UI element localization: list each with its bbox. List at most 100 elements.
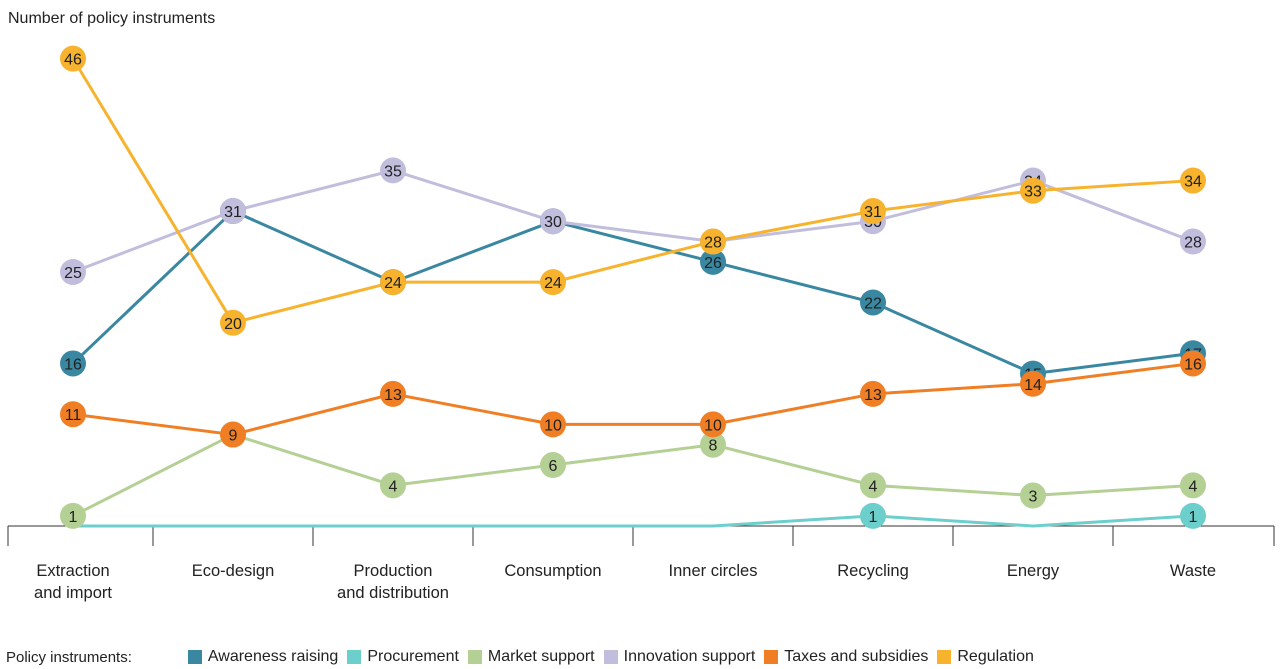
data-point-marker xyxy=(60,45,86,72)
data-point-marker xyxy=(1020,482,1046,509)
series-line xyxy=(71,57,1194,325)
legend-label: Market support xyxy=(487,648,595,665)
x-tick-label: Eco-design xyxy=(192,562,275,580)
data-point-marker xyxy=(700,228,726,255)
x-tick-label: Waste xyxy=(1170,562,1216,580)
data-point-marker xyxy=(860,472,886,499)
legend-label: Procurement xyxy=(367,648,459,665)
data-point-marker xyxy=(60,502,86,529)
data-point-marker xyxy=(380,269,406,296)
data-label: 1 xyxy=(69,509,78,526)
data-point-marker xyxy=(1180,350,1206,377)
data-label: 31 xyxy=(864,204,882,221)
legend-swatch xyxy=(937,650,952,664)
data-point-marker xyxy=(1020,177,1046,204)
data-label: 13 xyxy=(864,387,882,404)
legend-item: Regulation xyxy=(937,648,1034,666)
legend-item: Innovation support xyxy=(603,648,756,666)
data-label: 46 xyxy=(64,52,82,69)
x-tick-label: Consumption xyxy=(504,562,601,580)
data-point-marker xyxy=(60,401,86,428)
data-label: 24 xyxy=(384,275,402,292)
data-point-marker xyxy=(540,452,566,479)
data-point-marker xyxy=(380,380,406,407)
data-point-marker xyxy=(1180,228,1206,255)
data-label: 20 xyxy=(224,316,242,333)
data-point-marker xyxy=(540,208,566,235)
data-point-marker xyxy=(1180,167,1206,194)
legend-swatch xyxy=(764,650,779,664)
data-point-marker xyxy=(540,269,566,296)
data-label: 11 xyxy=(65,407,82,424)
data-point-marker xyxy=(700,431,726,458)
data-label: 31 xyxy=(224,204,242,221)
data-label: 1 xyxy=(869,509,878,526)
data-point-marker xyxy=(220,198,246,225)
y-axis-label: Number of policy instruments xyxy=(8,10,216,27)
legend-label: Innovation support xyxy=(623,648,756,665)
legend-label: Awareness raising xyxy=(207,648,339,665)
data-label: 33 xyxy=(1024,184,1042,201)
data-point-marker xyxy=(860,198,886,225)
data-label: 4 xyxy=(389,478,398,495)
data-label: 8 xyxy=(709,438,718,455)
legend-item: Awareness raising xyxy=(187,648,339,666)
data-point-marker xyxy=(540,411,566,438)
series-line xyxy=(71,209,1194,376)
data-label: 28 xyxy=(1184,235,1202,252)
data-point-marker xyxy=(700,411,726,438)
data-point-marker xyxy=(700,248,726,275)
legend-swatch xyxy=(467,650,482,664)
data-point-marker xyxy=(1020,370,1046,397)
data-label: 1 xyxy=(1189,509,1198,526)
data-point-marker xyxy=(220,309,246,336)
data-label: 30 xyxy=(544,214,562,231)
data-point-marker xyxy=(60,259,86,285)
series-line xyxy=(72,433,1194,518)
data-label: 28 xyxy=(704,235,722,252)
legend-swatch xyxy=(187,650,202,664)
data-label: 16 xyxy=(1184,356,1202,373)
legend-label: Regulation xyxy=(957,648,1034,665)
legend-swatch xyxy=(347,650,362,664)
data-point-marker xyxy=(60,350,86,377)
data-label: 16 xyxy=(64,356,82,373)
data-point-marker xyxy=(1180,502,1206,529)
data-point-marker xyxy=(860,502,886,529)
data-label: 35 xyxy=(384,163,402,180)
data-label: 25 xyxy=(64,265,82,282)
data-label: 26 xyxy=(704,255,722,272)
x-tick-label: Extraction and import xyxy=(34,562,112,602)
data-point-marker xyxy=(220,421,246,448)
legend-item: Market support xyxy=(467,648,595,666)
data-label: 13 xyxy=(384,387,402,404)
data-label: 9 xyxy=(229,428,238,445)
data-label: 4 xyxy=(1189,478,1198,495)
x-tick-label: Inner circles xyxy=(669,562,758,580)
data-point-marker xyxy=(860,289,886,316)
data-label: 4 xyxy=(869,478,878,495)
data-label: 24 xyxy=(544,275,562,292)
legend-title: Policy instruments: xyxy=(6,648,132,666)
data-point-marker xyxy=(860,380,886,407)
data-point-marker xyxy=(380,472,406,499)
data-point-marker xyxy=(380,157,406,184)
data-label: 10 xyxy=(544,417,562,434)
legend-item: Procurement xyxy=(347,648,459,666)
legend: Policy instruments: Awareness raising Pro… xyxy=(6,646,1043,668)
x-tick-label: Production and distribution xyxy=(337,562,449,602)
data-label: 6 xyxy=(549,458,558,475)
data-label: 3 xyxy=(1029,489,1038,506)
data-label: 34 xyxy=(1184,174,1202,191)
legend-item: Taxes and subsidies xyxy=(764,648,928,666)
series-line xyxy=(73,514,1194,528)
legend-swatch xyxy=(603,650,618,664)
data-label: 10 xyxy=(704,417,722,434)
series-line xyxy=(72,168,1194,274)
data-point-marker xyxy=(1180,472,1206,499)
legend-label: Taxes and subsidies xyxy=(784,648,929,665)
line-chart: Extraction and import Eco-design Production… xyxy=(7,45,1275,602)
x-tick-label: Recycling xyxy=(837,562,909,580)
data-label: 14 xyxy=(1024,377,1042,394)
series-line xyxy=(72,361,1194,437)
